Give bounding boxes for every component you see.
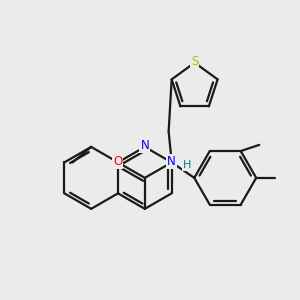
Text: N: N (140, 139, 149, 152)
Text: H: H (183, 160, 191, 170)
Text: O: O (113, 154, 122, 168)
Text: S: S (191, 55, 198, 68)
Text: N: N (167, 154, 176, 168)
